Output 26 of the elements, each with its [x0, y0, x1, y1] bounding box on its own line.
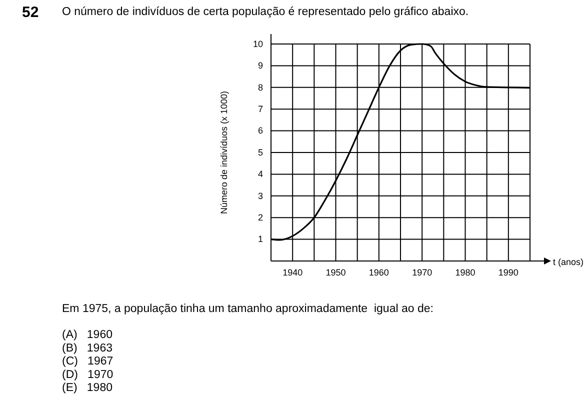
- text: (A) 1960: [62, 329, 112, 341]
- text: 52: [22, 4, 39, 21]
- y-tick-label: 4: [258, 169, 263, 180]
- y-tick-label: 10: [252, 38, 263, 49]
- text: (C) 1967: [62, 356, 114, 368]
- y-tick-label: 6: [258, 126, 263, 136]
- x-tick-label: 1950: [326, 267, 346, 278]
- y-tick-label: 8: [258, 82, 263, 92]
- text: Em 1975, a população tinha um tamanho aproximadamente igual ao de:: [62, 303, 434, 315]
- text: (E) 1980: [62, 382, 112, 394]
- x-tick-label: 1940: [282, 267, 303, 278]
- chart-title: O número de indivíduos de certa população é representado pelo gráfico abaixo.: [62, 6, 469, 18]
- x-tick-label: 1990: [498, 267, 518, 278]
- y-axis-title: Número de indivíduos (x 1000): [219, 90, 229, 214]
- y-tick-label: 9: [258, 60, 263, 71]
- x-axis-title: t (anos): [553, 257, 584, 267]
- y-tick-label: 2: [258, 212, 263, 222]
- text: (D) 1970: [62, 368, 114, 381]
- y-tick-label: 1: [258, 234, 263, 244]
- y-tick-label: 7: [258, 104, 263, 114]
- x-tick-label: 1980: [455, 267, 476, 278]
- y-tick-label: 5: [258, 147, 263, 158]
- x-tick-label: 1970: [412, 267, 432, 278]
- y-tick-label: 3: [258, 190, 263, 201]
- text: (B) 1963: [62, 342, 112, 354]
- x-tick-label: 1960: [368, 267, 389, 278]
